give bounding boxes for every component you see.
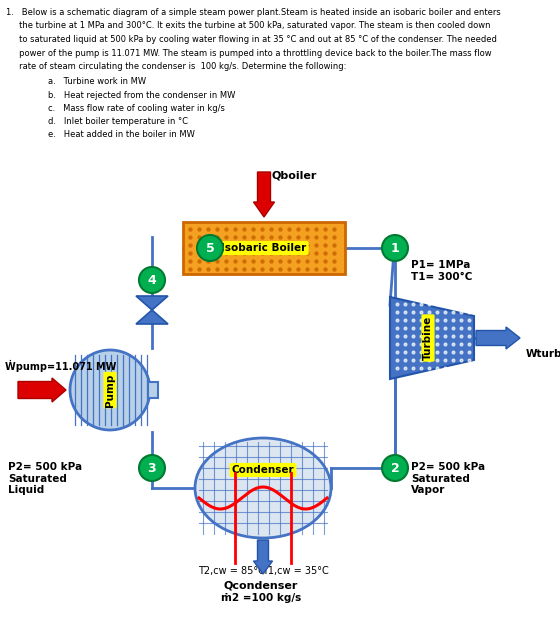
Text: P1= 1MPa
T1= 300°C: P1= 1MPa T1= 300°C: [411, 260, 473, 282]
Text: 5: 5: [206, 241, 214, 254]
Polygon shape: [136, 310, 168, 324]
Text: e.   Heat added in the boiler in MW: e. Heat added in the boiler in MW: [48, 130, 195, 139]
FancyBboxPatch shape: [183, 222, 345, 274]
Text: 1.   Below is a schematic diagram of a simple steam power plant.Steam is heated : 1. Below is a schematic diagram of a sim…: [6, 8, 501, 17]
Circle shape: [382, 455, 408, 481]
Text: b.   Heat rejected from the condenser in MW: b. Heat rejected from the condenser in M…: [48, 91, 235, 100]
Circle shape: [139, 455, 165, 481]
Circle shape: [382, 235, 408, 261]
FancyBboxPatch shape: [148, 382, 158, 398]
Polygon shape: [390, 297, 474, 379]
Text: c.   Mass flow rate of cooling water in kg/s: c. Mass flow rate of cooling water in kg…: [48, 104, 225, 113]
Text: Wturbine: Wturbine: [526, 349, 560, 359]
Text: Ẇpump=11.071 MW: Ẇpump=11.071 MW: [5, 360, 116, 372]
Text: Condenser: Condenser: [232, 465, 295, 475]
Text: T2,cw = 85°C: T2,cw = 85°C: [198, 566, 264, 576]
Text: d.   Inlet boiler temperature in °C: d. Inlet boiler temperature in °C: [48, 117, 188, 126]
Text: power of the pump is 11.071 MW. The steam is pumped into a throttling device bac: power of the pump is 11.071 MW. The stea…: [6, 49, 492, 58]
Circle shape: [197, 235, 223, 261]
Text: Qboiler: Qboiler: [272, 170, 318, 180]
Text: 3: 3: [148, 462, 156, 474]
Text: rate of steam circulating the condenser is  100 kg/s. Determine the following:: rate of steam circulating the condenser …: [6, 62, 347, 71]
Text: 2: 2: [391, 462, 399, 474]
Text: the turbine at 1 MPa and 300°C. It exits the turbine at 500 kPa, saturated vapor: the turbine at 1 MPa and 300°C. It exits…: [6, 21, 491, 31]
Text: a.   Turbine work in MW: a. Turbine work in MW: [48, 78, 146, 87]
Text: Turbine: Turbine: [423, 316, 433, 360]
Polygon shape: [136, 296, 168, 310]
Circle shape: [70, 350, 150, 430]
FancyArrow shape: [18, 378, 66, 402]
Text: P2= 500 kPa
Saturated
Liquid: P2= 500 kPa Saturated Liquid: [8, 462, 82, 495]
Text: 4: 4: [148, 273, 156, 286]
Text: P2= 500 kPa
Saturated
Vapor: P2= 500 kPa Saturated Vapor: [411, 462, 485, 495]
Ellipse shape: [195, 438, 331, 538]
FancyArrow shape: [254, 540, 273, 574]
Text: T1,cw = 35°C: T1,cw = 35°C: [262, 566, 328, 576]
Circle shape: [139, 267, 165, 293]
FancyArrow shape: [254, 172, 274, 217]
Text: 1: 1: [391, 241, 399, 254]
FancyArrow shape: [476, 327, 520, 349]
Text: Isobaric Boiler: Isobaric Boiler: [221, 243, 307, 253]
Text: Pump: Pump: [105, 373, 115, 406]
Text: ṁ2 =100 kg/s: ṁ2 =100 kg/s: [221, 593, 301, 603]
Text: to saturated liquid at 500 kPa by cooling water flowing in at 35 °C and out at 8: to saturated liquid at 500 kPa by coolin…: [6, 35, 497, 44]
Text: Q̇condenser: Q̇condenser: [224, 580, 298, 590]
